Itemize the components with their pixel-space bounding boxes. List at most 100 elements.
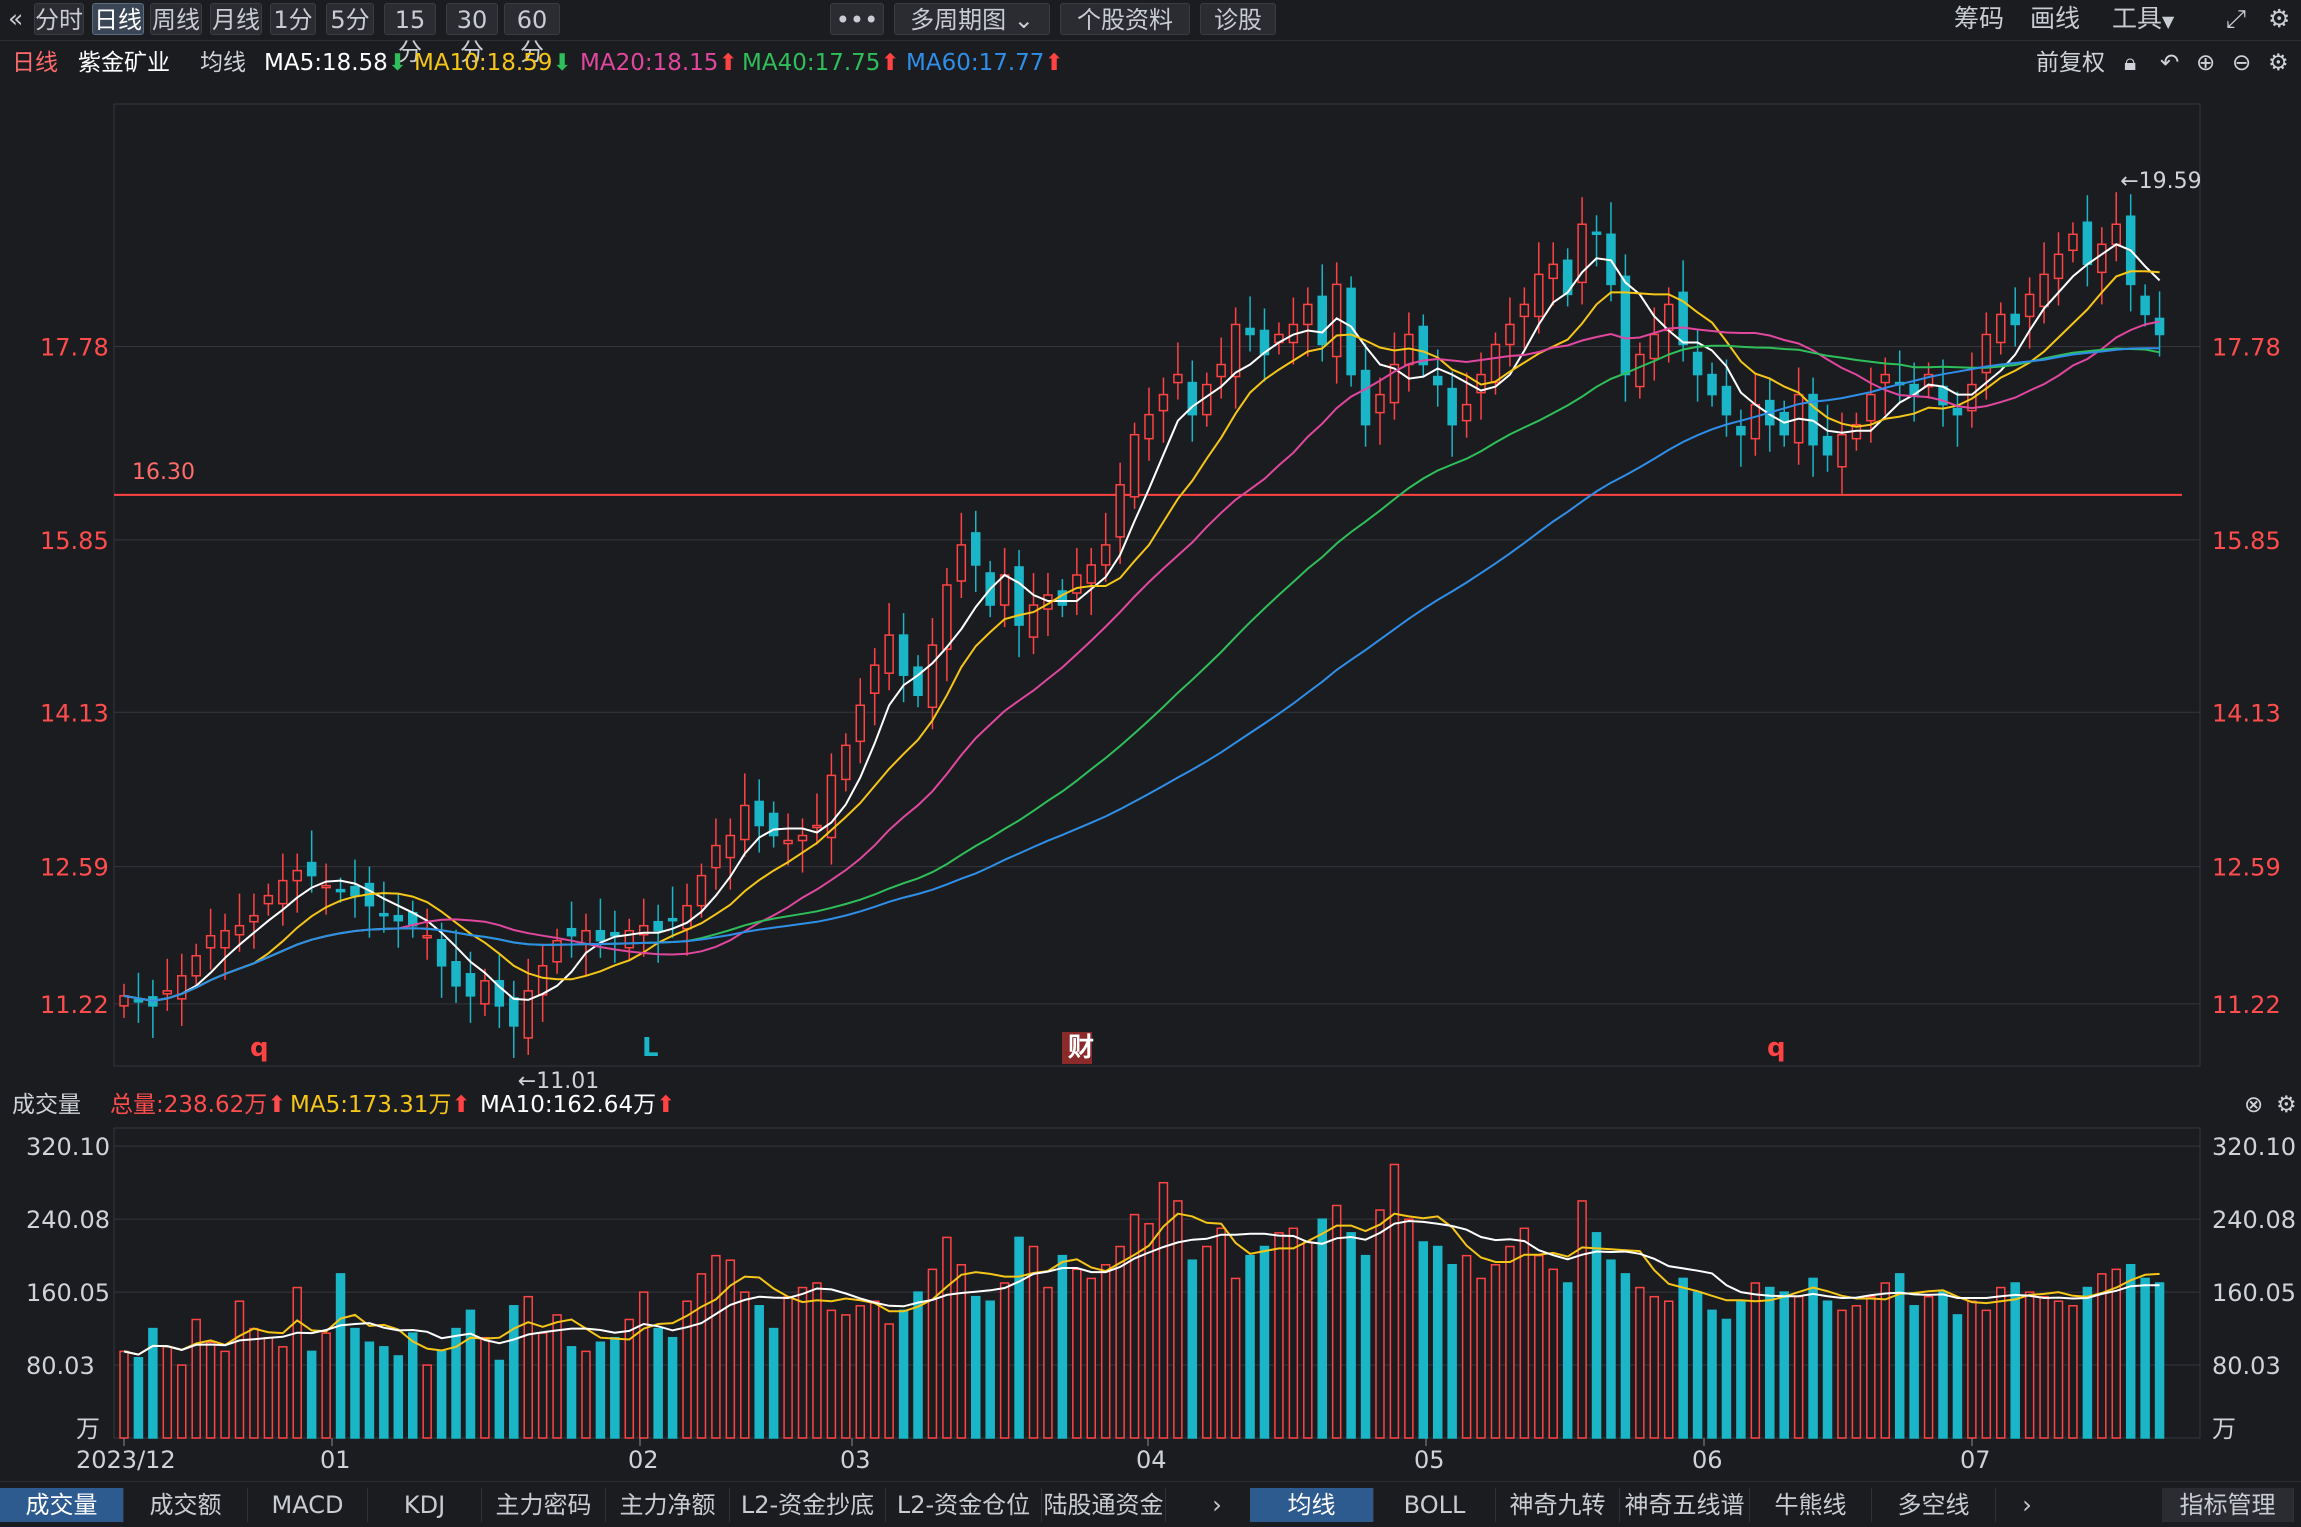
volume-bar (1360, 1254, 1371, 1439)
tab-left-8[interactable]: 陆股通资金 (1042, 1488, 1166, 1522)
candle-body (1158, 393, 1169, 412)
chip-button[interactable]: 筹码 (1954, 4, 2005, 33)
indicator-manage-button[interactable]: 指标管理 (2162, 1488, 2294, 1522)
candle-body (1389, 363, 1400, 404)
volume-bar (1880, 1282, 1891, 1439)
volume-bar (783, 1295, 793, 1439)
volume-bar (855, 1305, 866, 1439)
x-tick-label: 06 (1692, 1446, 1723, 1474)
tab-left-4[interactable]: 主力密码 (482, 1488, 606, 1522)
y-tick-label: 12.59 (40, 854, 109, 882)
tab-right-2[interactable]: 神奇九转 (1496, 1488, 1620, 1522)
candle-body (1100, 544, 1111, 566)
candle-body (1028, 604, 1039, 638)
candle-body (1418, 325, 1429, 366)
volume-bar (1866, 1295, 1876, 1439)
tabs-right-scroll-icon[interactable]: › (2022, 1491, 2032, 1519)
tabs-scroll-right-icon[interactable]: › (1212, 1491, 1222, 1519)
event-marker: q (1767, 1033, 1786, 1063)
volume-bar (2082, 1286, 2093, 1439)
settings-icon[interactable]: ⚙ (2268, 50, 2289, 76)
volume-bar (263, 1336, 274, 1439)
volume-title: 成交量 (12, 1092, 81, 1118)
close-icon[interactable]: ⊗ (2244, 1092, 2264, 1118)
candle-body (1115, 484, 1125, 538)
kline-chart[interactable]: 17.78 17.78 15.85 15.85 14.13 14.13 12.59 12.59… (0, 0, 2301, 1480)
volume-bar (754, 1305, 764, 1439)
tab-right-1[interactable]: BOLL (1374, 1488, 1496, 1522)
y-tick-label: 17.78 (40, 334, 109, 362)
volume-bar (581, 1350, 591, 1439)
candle-body (1692, 351, 1703, 376)
zoom-out-icon[interactable]: ⊖ (2232, 50, 2252, 76)
settings-icon[interactable]: ⚙ (2268, 4, 2291, 33)
volume-bar (985, 1300, 995, 1439)
volume-bar (1837, 1309, 1847, 1439)
period-button-8[interactable]: 60分 (504, 3, 560, 66)
volume-bar (436, 1350, 447, 1439)
period-button-2[interactable]: 周线 (150, 3, 202, 35)
candle-body (234, 924, 245, 936)
candle-body (1317, 295, 1327, 346)
volume-bar (162, 1346, 173, 1439)
undo-icon[interactable]: ↶ (2160, 50, 2180, 76)
indicator-tabs: 成交量 成交额 MACD KDJ 主力密码 主力净额 L2-资金抄底 L2-资金仓位 陆股通资金… (0, 1481, 2301, 1527)
draw-line-button[interactable]: 画线 (2030, 4, 2081, 33)
volume-bar (1461, 1254, 1472, 1439)
tab-right-5[interactable]: 多空线 (1872, 1488, 1996, 1522)
volume-bar (2154, 1282, 2165, 1439)
fq-toggle[interactable]: 前复权 (2036, 50, 2105, 76)
volume-bar (1028, 1245, 1039, 1439)
tab-left-3[interactable]: KDJ (368, 1488, 482, 1522)
tab-right-0[interactable]: 均线 (1250, 1488, 1374, 1522)
event-marker: q (250, 1033, 269, 1063)
candle-body (1822, 435, 1833, 456)
lock-icon[interactable]: 🔒︎ (2124, 50, 2137, 76)
ma10-line (123, 270, 2160, 1002)
event-marker: L (642, 1033, 659, 1063)
candle-body (884, 634, 894, 674)
period-button-0[interactable]: 分时 (34, 3, 84, 35)
period-button-3[interactable]: 月线 (210, 3, 262, 35)
volume-bar (523, 1295, 533, 1439)
volume-bars (119, 1163, 2165, 1439)
back-icon[interactable]: « (8, 4, 24, 33)
period-button-4[interactable]: 1分 (270, 3, 316, 35)
tab-left-1[interactable]: 成交额 (124, 1488, 248, 1522)
stock-info-button[interactable]: 个股资料 (1060, 3, 1190, 35)
x-tick-label: 04 (1136, 1446, 1167, 1474)
volume-bar (725, 1259, 736, 1439)
period-button-7[interactable]: 30分 (446, 3, 498, 66)
tab-right-3[interactable]: 神奇五线谱 (1620, 1488, 1750, 1522)
candle-body (263, 894, 274, 905)
volume-bar (566, 1346, 577, 1439)
fullscreen-icon[interactable]: ⤢ (2226, 4, 2247, 33)
tools-button[interactable]: 工具▼ (2112, 3, 2174, 35)
volume-bar (1129, 1213, 1140, 1439)
candle-body (999, 574, 1010, 606)
volume-tick-label: 320.10 (26, 1133, 110, 1161)
tab-left-7[interactable]: L2-资金仓位 (886, 1488, 1042, 1522)
ma-label[interactable]: 均线 (200, 50, 246, 76)
volume-bar (1620, 1273, 1631, 1439)
tab-left-2[interactable]: MACD (248, 1488, 368, 1522)
zoom-in-icon[interactable]: ⊕ (2196, 50, 2216, 76)
tab-right-4[interactable]: 牛熊线 (1750, 1488, 1872, 1522)
tab-left-0[interactable]: 成交量 (0, 1488, 124, 1522)
candle-body (119, 995, 129, 1007)
ma5-line (123, 243, 2161, 1002)
ma20-line (123, 320, 2160, 1002)
multi-period-button[interactable]: 多周期图 ⌄ (894, 3, 1050, 35)
settings-icon[interactable]: ⚙ (2276, 1092, 2297, 1118)
period-button-5[interactable]: 5分 (326, 3, 374, 35)
period-button-1[interactable]: 日线 (92, 3, 144, 35)
candle-body (220, 929, 230, 949)
volume-bar (2053, 1300, 2064, 1439)
period-button-6[interactable]: 15分 (384, 3, 436, 66)
candle-body (812, 824, 822, 829)
more-periods-button[interactable]: ••• (830, 3, 884, 35)
candle-body (176, 975, 187, 1000)
tab-left-5[interactable]: 主力净额 (606, 1488, 730, 1522)
diagnose-button[interactable]: 诊股 (1200, 3, 1276, 35)
tab-left-6[interactable]: L2-资金抄底 (730, 1488, 886, 1522)
